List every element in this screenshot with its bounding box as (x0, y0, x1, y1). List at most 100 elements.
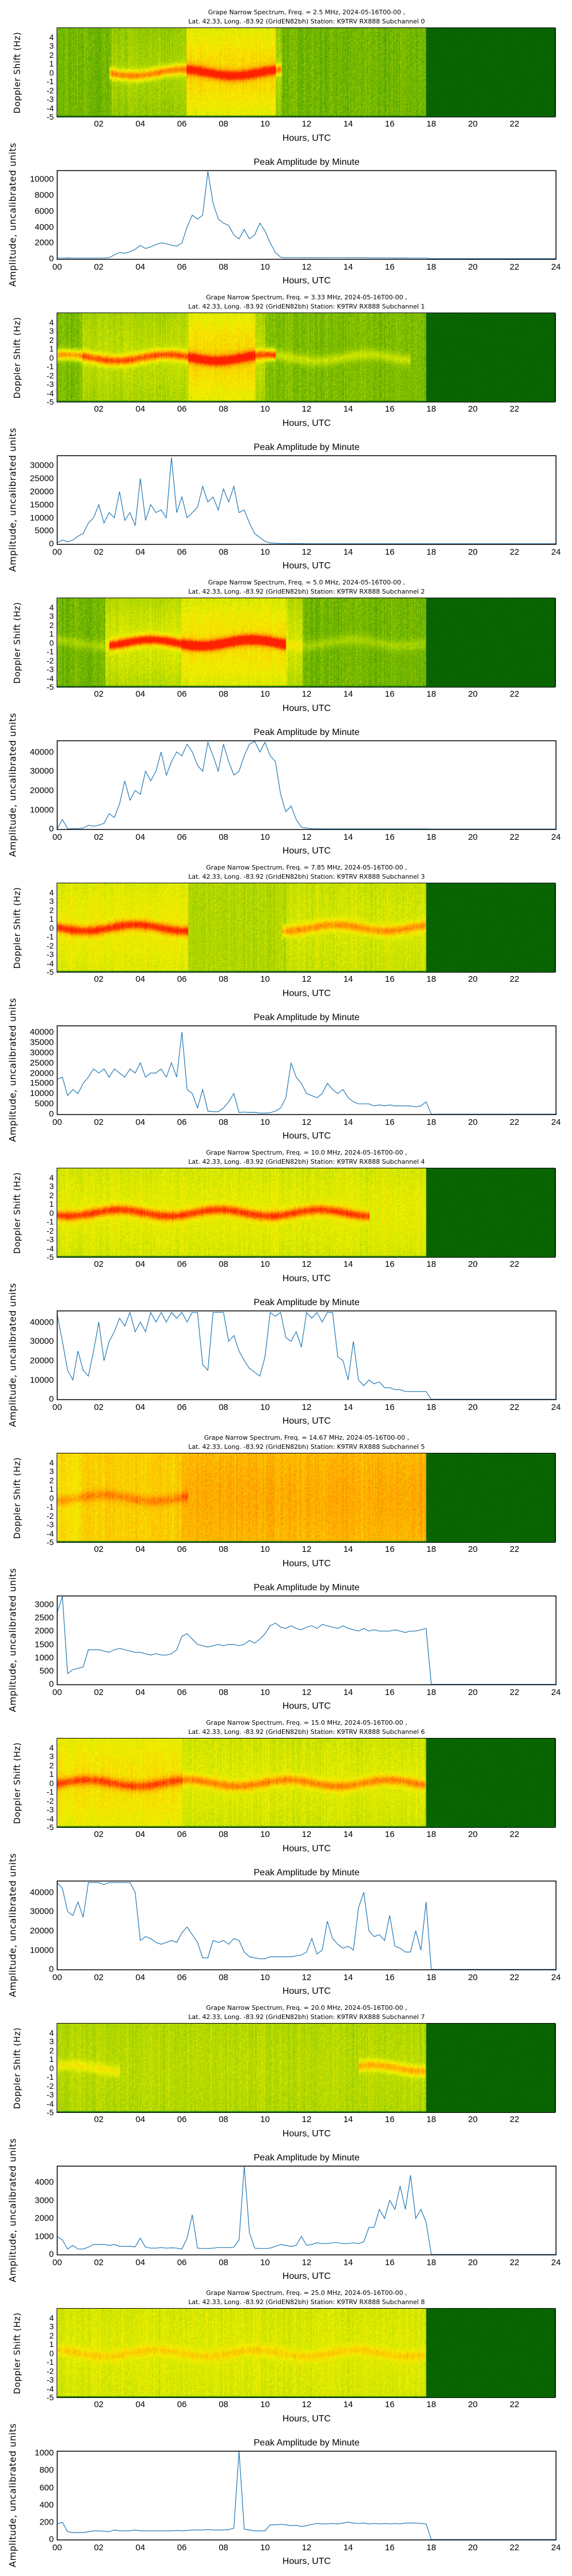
x-tick-label: 18 (426, 1259, 436, 1269)
x-tick-label: 08 (219, 974, 228, 984)
spectrogram-title-line: Grape Narrow Spectrum, Freq. = 3.33 MHz,… (206, 294, 407, 301)
subchannel-panel: Grape Narrow Spectrum, Freq. = 5.0 MHz, … (0, 570, 572, 857)
x-tick-label: 14 (343, 1973, 353, 1982)
x-tick-label: 04 (135, 404, 145, 414)
subchannel-panel: Grape Narrow Spectrum, Freq. = 14.67 MHz… (0, 1425, 572, 1712)
x-axis-label: Hours, UTC (282, 2557, 331, 2566)
x-tick-label: 12 (301, 1259, 312, 1269)
x-tick-label: 18 (426, 1973, 436, 1982)
x-tick-label: 18 (426, 404, 436, 414)
y-tick-label: -5 (46, 682, 54, 692)
x-tick-label: 22 (509, 2543, 519, 2553)
x-tick-label: 08 (219, 832, 228, 842)
y-tick-label: 6000 (34, 206, 54, 216)
x-tick-label: 18 (426, 2543, 436, 2553)
x-tick-label: 20 (468, 1830, 478, 1839)
x-tick-label: 22 (509, 2400, 519, 2409)
x-tick-label: 10 (260, 2115, 270, 2124)
y-tick-label: 4 (49, 317, 54, 327)
x-tick-label: 04 (135, 119, 145, 129)
y-tick-label: 35000 (30, 1037, 54, 1048)
x-tick-label: 22 (509, 974, 519, 984)
y-tick-label: 2000 (34, 1626, 54, 1636)
x-tick-label: 22 (509, 119, 519, 129)
x-tick-label: 24 (551, 262, 561, 272)
x-tick-label: 14 (343, 2400, 353, 2409)
x-tick-label: 12 (301, 1973, 312, 1982)
x-tick-label: 20 (468, 1688, 478, 1697)
y-tick-label: 1 (49, 1199, 54, 1208)
x-tick-label: 22 (509, 1259, 519, 1269)
x-tick-label: 08 (219, 1973, 228, 1982)
y-tick-label: 30000 (30, 1048, 54, 1058)
spectrogram-heatmap (57, 313, 556, 402)
x-tick-label: 18 (426, 1688, 436, 1697)
y-tick-label: 2 (49, 1475, 54, 1485)
y-tick-label: -4 (46, 2384, 54, 2393)
x-tick-label: 08 (219, 404, 228, 414)
x-tick-label: 14 (343, 119, 353, 129)
x-tick-label: 02 (94, 404, 104, 414)
y-tick-label: 0 (49, 353, 54, 362)
x-tick-label: 06 (177, 404, 187, 414)
x-axis-label: Hours, UTC (282, 704, 331, 713)
x-tick-label: 14 (343, 1544, 353, 1554)
y-tick-label: 10000 (30, 805, 54, 815)
y-tick-label: 1000 (34, 2448, 54, 2458)
y-tick-label: 0 (49, 1109, 54, 1119)
x-tick-label: 04 (135, 1117, 145, 1127)
y-tick-label: 3 (49, 326, 54, 335)
y-tick-label: 1 (49, 59, 54, 68)
y-tick-label: 1 (49, 629, 54, 638)
y-tick-label: -4 (46, 388, 54, 398)
line-chart (57, 740, 557, 830)
y-tick-label: -2 (46, 941, 54, 950)
spectrogram-heatmap (57, 1739, 556, 1827)
x-tick-label: 14 (343, 974, 353, 984)
x-tick-label: 18 (426, 832, 436, 842)
spectrogram-frame (57, 1738, 555, 1828)
x-tick-label: 18 (426, 689, 436, 699)
spectrogram-subtitle-line: Lat. 42.33, Long. -83.92 (GridEN82bh) St… (188, 303, 425, 310)
y-tick-label: -3 (46, 1235, 54, 1244)
y-tick-label: 4 (49, 2028, 54, 2037)
x-tick-label: 22 (509, 2115, 519, 2124)
y-tick-label: 5000 (34, 1099, 54, 1109)
y-tick-label: -2 (46, 2081, 54, 2091)
y-tick-label: -1 (46, 77, 54, 86)
y-axis-label: Amplitude, uncalibrated units (7, 1853, 18, 1997)
x-tick-label: 06 (177, 1259, 187, 1269)
x-tick-label: 20 (468, 2400, 478, 2409)
x-tick-label: 08 (219, 1402, 228, 1412)
y-tick-label: -1 (46, 2357, 54, 2366)
y-tick-label: 25000 (30, 1058, 54, 1068)
line-chart (57, 170, 557, 260)
spectrogram-heatmap (57, 28, 556, 117)
x-tick-label: 04 (135, 689, 145, 699)
y-axis-label: Amplitude, uncalibrated units (7, 143, 18, 287)
y-tick-label: 0 (49, 539, 54, 549)
y-tick-label: 0 (49, 2348, 54, 2358)
x-axis-label: Hours, UTC (282, 561, 331, 571)
line-chart-title: Peak Amplitude by Minute (253, 2438, 360, 2448)
x-tick-label: 12 (301, 2258, 312, 2267)
y-tick-label: -4 (46, 673, 54, 683)
x-tick-label: 16 (384, 689, 395, 699)
spectrogram-subtitle-line: Lat. 42.33, Long. -83.92 (GridEN82bh) St… (188, 1443, 425, 1451)
x-tick-label: 20 (468, 262, 478, 272)
y-tick-label: -2 (46, 1796, 54, 1805)
y-tick-label: -5 (46, 967, 54, 977)
y-tick-label: 2 (49, 1760, 54, 1770)
x-tick-label: 06 (177, 1544, 187, 1554)
x-tick-label: 18 (426, 547, 436, 557)
x-tick-label: 18 (426, 1117, 436, 1127)
y-tick-label: -3 (46, 2375, 54, 2384)
x-tick-label: 08 (219, 1830, 228, 1839)
line-chart-title: Peak Amplitude by Minute (253, 1583, 360, 1593)
y-tick-label: 30000 (30, 1336, 54, 1346)
x-tick-label: 18 (426, 1402, 436, 1412)
y-tick-label: 500 (39, 1666, 54, 1676)
line-chart (57, 455, 557, 545)
x-tick-label: 10 (260, 1688, 270, 1697)
amplitude-series-line (57, 1311, 556, 1400)
